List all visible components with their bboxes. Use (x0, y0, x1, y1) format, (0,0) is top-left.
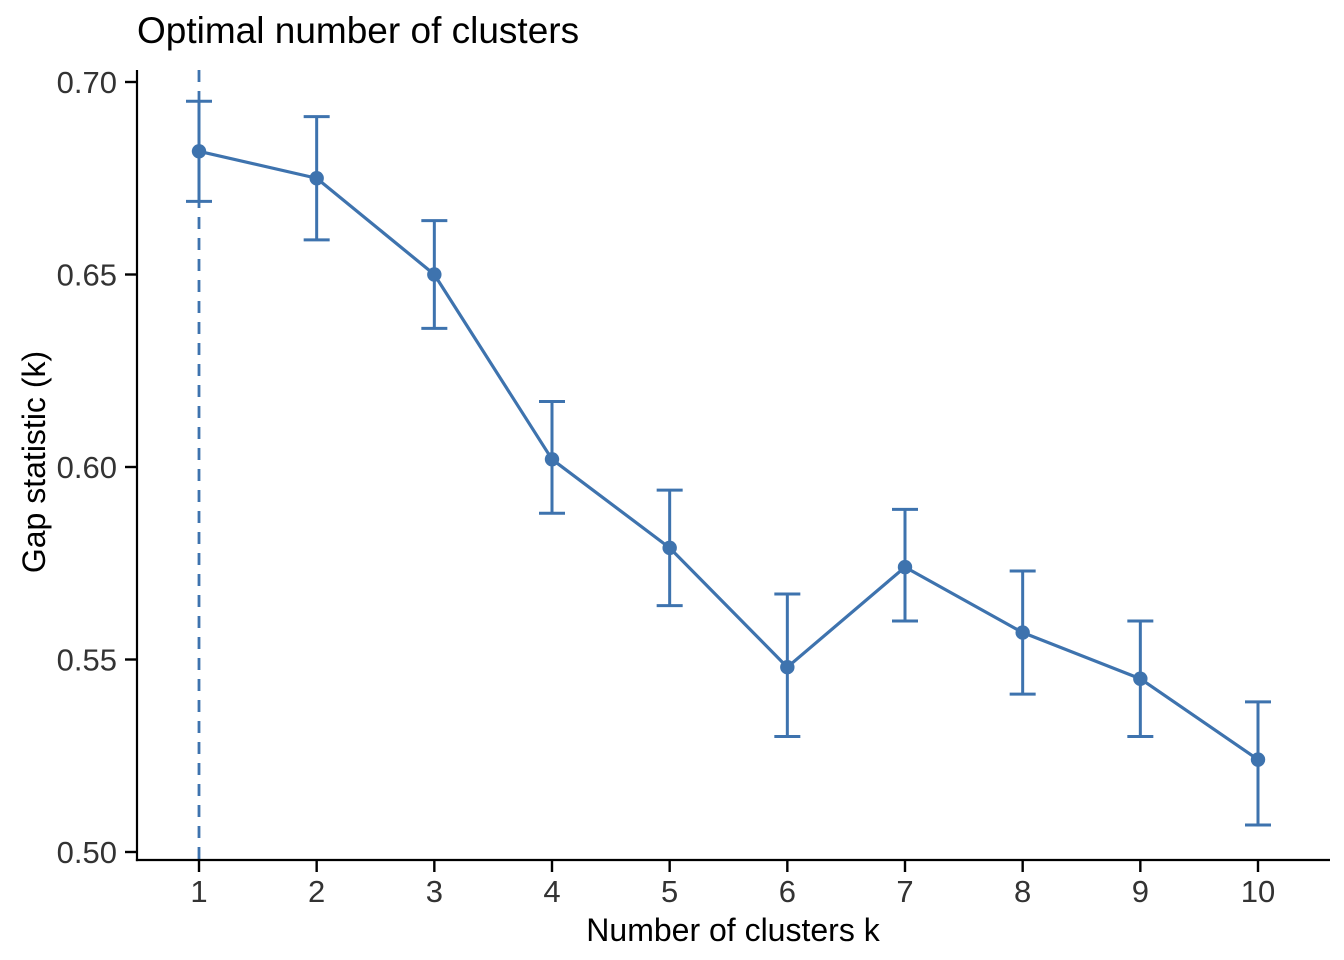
x-tick-label: 9 (1132, 874, 1149, 909)
data-point (427, 267, 442, 282)
y-tick-label: 0.50 (57, 835, 117, 870)
x-tick-label: 8 (1014, 874, 1031, 909)
x-tick-label: 1 (190, 874, 207, 909)
y-tick-label: 0.55 (57, 643, 117, 678)
data-points (191, 144, 1266, 767)
x-axis-title: Number of clusters k (586, 912, 880, 948)
chart-title: Optimal number of clusters (137, 10, 579, 51)
x-tick-label: 6 (779, 874, 796, 909)
gap-statistic-line (197, 149, 1260, 762)
x-tick-label: 10 (1241, 874, 1275, 909)
x-tick-label: 5 (661, 874, 678, 909)
y-tick-label: 0.65 (57, 258, 117, 293)
data-point (191, 144, 207, 159)
axis-tick-labels: 0.50 0.55 0.60 0.65 0.70 1 2 3 4 5 6 7 8 9 10 (57, 65, 1276, 909)
y-axis-title: Gap statistic (k) (16, 351, 52, 573)
data-point (1133, 671, 1148, 686)
axis-tick-marks (125, 80, 1260, 872)
x-tick-label: 2 (308, 874, 325, 909)
data-point (544, 452, 560, 467)
data-point (780, 660, 795, 675)
y-tick-label: 0.70 (57, 65, 117, 100)
series-polyline (197, 149, 1260, 762)
x-tick-label: 4 (543, 874, 560, 909)
data-point (1015, 625, 1030, 640)
x-tick-label: 7 (896, 874, 913, 909)
y-tick-label: 0.60 (57, 450, 117, 485)
data-point (1250, 752, 1266, 767)
error-bars (186, 99, 1271, 827)
x-tick-label: 3 (426, 874, 443, 909)
data-point (662, 540, 677, 556)
data-point (897, 559, 913, 575)
data-point (309, 171, 324, 186)
axes (135, 70, 1330, 862)
